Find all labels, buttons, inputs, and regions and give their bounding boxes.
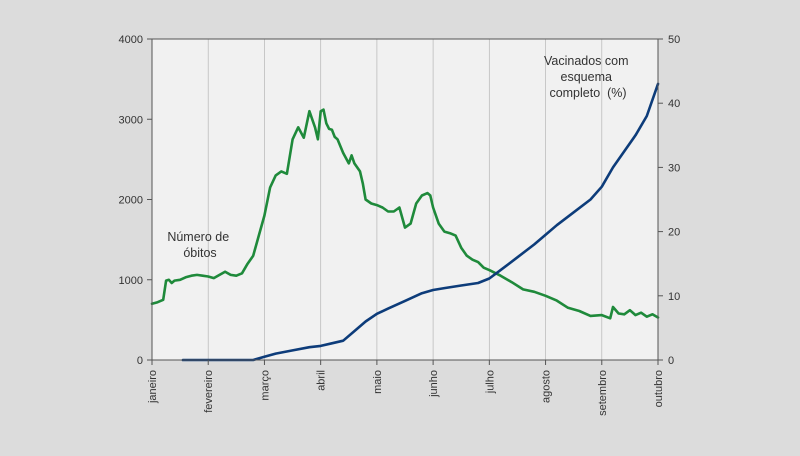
- grid-lines: [207, 39, 603, 360]
- plot-area: [152, 39, 658, 360]
- x-tick-label: setembro: [597, 370, 609, 416]
- left-series-annotation-line-1: Número de: [167, 230, 229, 244]
- x-tick-label: janeiro: [147, 370, 159, 404]
- y-left-tick-label: 2000: [119, 195, 143, 207]
- y-right-tick-label: 10: [668, 291, 680, 303]
- y-right-tick-label: 50: [668, 34, 680, 46]
- x-tick-label: maio: [372, 370, 384, 394]
- x-tick-label: fevereiro: [203, 370, 215, 413]
- left-series-annotation-line-2: óbitos: [183, 246, 216, 260]
- x-tick-label: julho: [484, 370, 496, 394]
- x-tick-label: outubro: [653, 370, 665, 407]
- x-tick-label: abril: [316, 370, 328, 391]
- series-layer: [150, 82, 660, 362]
- x-tick-label: agosto: [541, 370, 553, 403]
- series-line-vacinados: [181, 82, 660, 362]
- axes-layer: janeiro fevereiro março abril maio junho julho…: [119, 34, 681, 416]
- y-right-tick-label: 20: [668, 227, 680, 239]
- y-left-tick-label: 1000: [119, 275, 143, 287]
- x-tick-label: março: [259, 370, 271, 401]
- y-left-tick-label: 0: [137, 355, 143, 367]
- y-right-tick-label: 40: [668, 98, 680, 110]
- right-series-annotation: Vacinados com esquema completo (%): [544, 54, 632, 100]
- y-right-tick-label: 30: [668, 162, 680, 174]
- x-tick-label: junho: [428, 370, 440, 398]
- right-series-annotation-line-2: esquema: [561, 70, 612, 84]
- y-left-tick-label: 4000: [119, 34, 143, 46]
- y-right-tick-label: 0: [668, 355, 674, 367]
- left-series-annotation: Número de óbitos: [167, 230, 232, 260]
- y-left-tick-label: 3000: [119, 114, 143, 126]
- series-line-obitos: [150, 108, 660, 320]
- right-series-annotation-line-3: completo (%): [549, 86, 626, 100]
- right-series-annotation-line-1: Vacinados com: [544, 54, 629, 68]
